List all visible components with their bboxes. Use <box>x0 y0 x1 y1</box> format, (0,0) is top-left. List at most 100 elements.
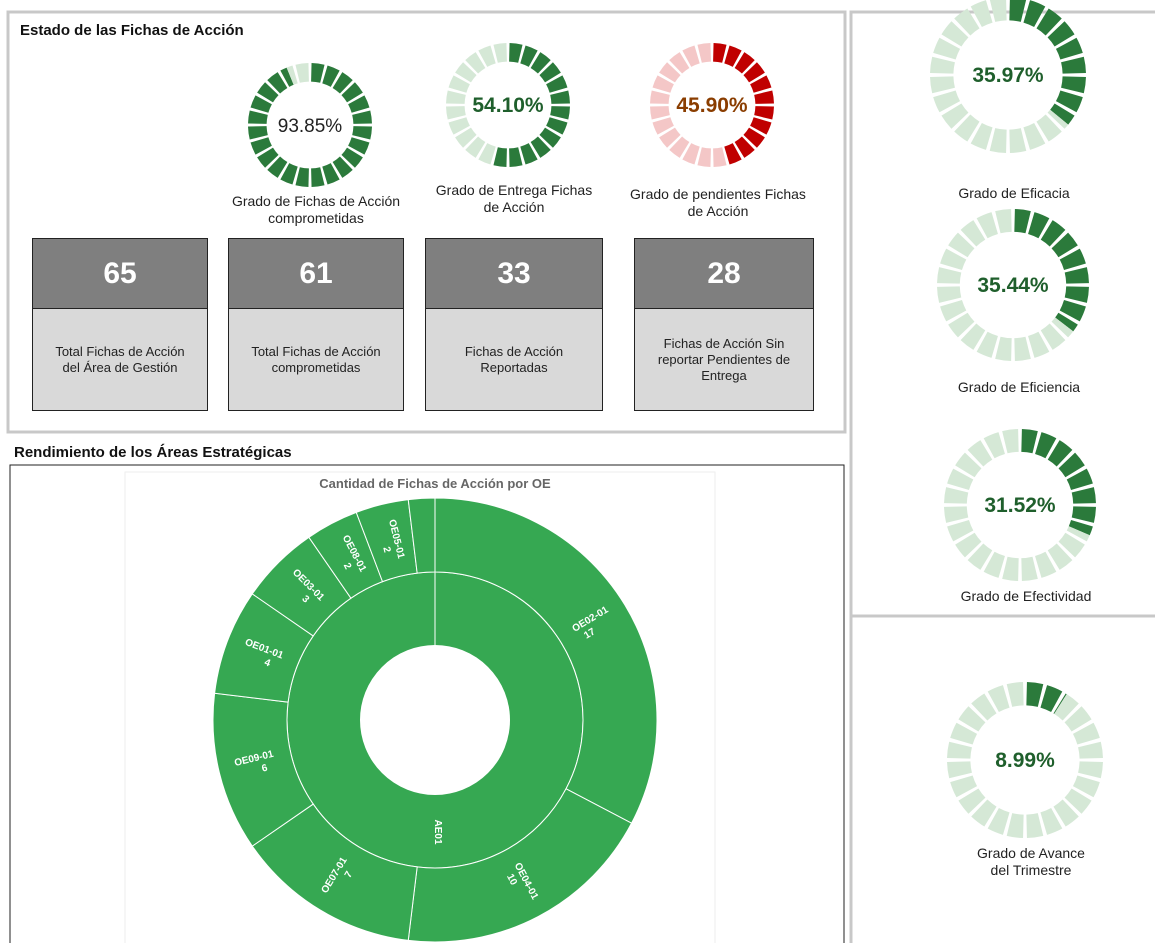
gauge-track <box>697 147 711 167</box>
gauge-track <box>1006 813 1024 838</box>
gauge-segment <box>248 126 268 140</box>
gauge-segment <box>250 137 272 155</box>
gauge-segment <box>1053 693 1067 714</box>
gauge-segment <box>546 75 568 93</box>
gauge-segment <box>1051 232 1078 258</box>
gauge-track <box>954 114 980 142</box>
gauge-track <box>950 775 978 798</box>
gauge-segment <box>713 43 727 63</box>
gauge-track <box>682 45 700 67</box>
gauge-track <box>448 75 470 93</box>
kpi-value: 61 <box>228 238 404 309</box>
gauge-track <box>967 543 993 570</box>
gauge-track <box>1078 741 1103 759</box>
gauge-title: Grado de Efectividad <box>960 588 1092 604</box>
gauge-track <box>286 65 298 85</box>
gauge-segment <box>280 163 298 185</box>
gauge-track <box>682 143 700 165</box>
gauge-track <box>1026 813 1044 838</box>
gauge-track <box>455 127 477 148</box>
gauge-segment <box>1035 432 1057 459</box>
gauge-segment <box>1058 452 1085 478</box>
gauge-value: 8.99% <box>995 749 1055 772</box>
gauge-track <box>950 722 978 745</box>
gauge-segment <box>539 62 561 83</box>
gauge-segment <box>250 95 272 113</box>
gauge-segment <box>1047 440 1073 467</box>
gauge-track <box>448 117 470 135</box>
gauge-title: Grado de pendientes Fichas de Acción <box>630 186 806 219</box>
gauge-segment <box>257 147 279 168</box>
gauge-segment <box>322 163 340 185</box>
gauge-segment <box>311 167 325 187</box>
gauge-track <box>1053 799 1079 827</box>
gauge-track <box>995 209 1012 234</box>
gauge-track <box>937 267 962 284</box>
gauge-track <box>947 761 972 779</box>
gauge-segment <box>724 143 742 165</box>
gauge-track <box>1036 114 1062 142</box>
gauge-segment <box>1021 429 1038 454</box>
gauge-segment <box>1066 468 1093 490</box>
gauge-track <box>1078 761 1103 779</box>
sunburst-center-label: AE01 <box>432 819 443 844</box>
gauge-track <box>697 43 711 63</box>
gauge-title: Grado de Entrega Fichas de Acción <box>435 182 593 215</box>
gauge-track <box>659 127 681 148</box>
gauge-segment <box>1061 56 1086 74</box>
gauge-track <box>960 323 986 350</box>
gauge-track <box>941 103 969 129</box>
gauge-track <box>652 117 674 135</box>
gauge-track <box>970 122 993 150</box>
gauge-track <box>933 90 961 113</box>
gauge-track <box>659 62 681 83</box>
segment-value: 2 <box>380 546 392 554</box>
kpi-label: Fichas de Acción Reportadas <box>425 309 603 411</box>
gauge-segment <box>1071 487 1096 504</box>
gauge-segment <box>1071 506 1096 523</box>
gauge-segment <box>280 67 294 87</box>
gauge-segment <box>352 126 372 140</box>
gauge-segment <box>1064 267 1089 284</box>
gauge-segment <box>734 136 755 158</box>
kpi-label: Total Fichas de Acción del Área de Gesti… <box>32 309 208 411</box>
gauge-track <box>948 312 975 338</box>
gauge-segment <box>1055 37 1083 60</box>
gauge-segment <box>724 45 742 67</box>
gauge-track <box>947 741 972 759</box>
gauge-value: 35.44% <box>977 274 1049 297</box>
gauge-track <box>1072 722 1100 745</box>
gauge-value: 45.90% <box>676 94 748 117</box>
gauge-segment <box>754 90 774 104</box>
gauge-segment <box>1047 21 1075 47</box>
gauge-segment <box>322 65 340 87</box>
gauge-segment <box>550 90 570 104</box>
gauge-track <box>455 62 477 83</box>
gauge-segment <box>348 95 370 113</box>
gauge-track <box>987 807 1010 835</box>
gauge-segment <box>546 117 568 135</box>
segment-value: 17 <box>582 626 598 641</box>
gauge-track <box>446 90 466 104</box>
gauge-segment <box>493 147 507 167</box>
gauge-segment <box>267 72 288 94</box>
panel-title: Rendimiento de los Áreas Estratégicas <box>14 444 292 461</box>
gauge-segment <box>1028 212 1050 239</box>
segment-value: 2 <box>341 561 354 571</box>
gauge-track <box>1002 429 1019 454</box>
gauge-segment <box>743 62 765 83</box>
gauge-track <box>652 75 674 93</box>
gauge-segment <box>332 72 353 94</box>
gauge-value: 93.85% <box>278 116 343 137</box>
gauge-segment <box>341 82 363 103</box>
gauge-track <box>976 331 998 358</box>
gauge-track <box>1058 532 1085 558</box>
gauge-track <box>958 788 986 814</box>
kpi-value: 65 <box>32 238 208 309</box>
gauge-track <box>1051 317 1074 338</box>
sunburst-frame <box>124 471 716 943</box>
gauge-track <box>1021 556 1038 581</box>
gauge-track <box>989 128 1007 153</box>
gauge-track <box>960 220 986 247</box>
